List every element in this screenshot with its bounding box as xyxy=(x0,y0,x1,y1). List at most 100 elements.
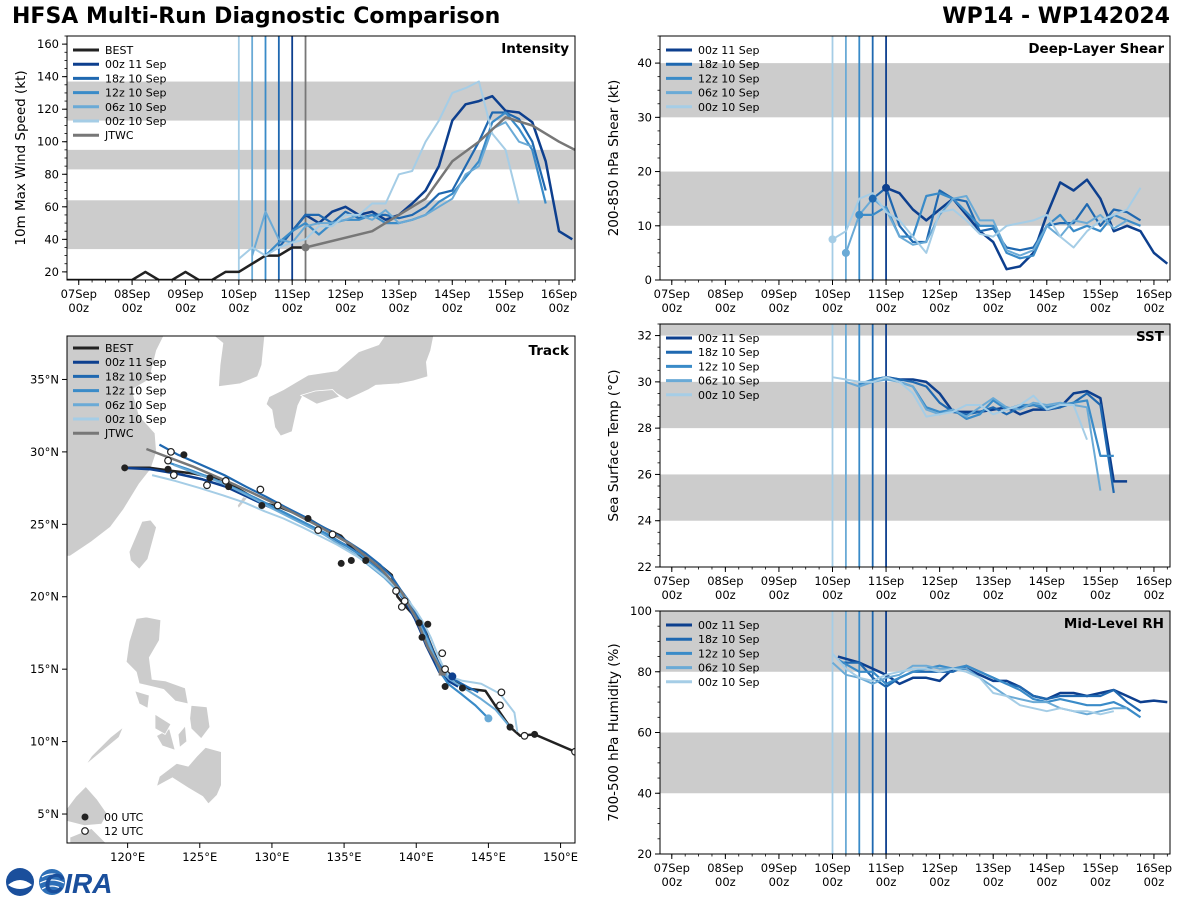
x-tick-label-hour: 00z xyxy=(1090,588,1111,602)
y-tick-label: 10°N xyxy=(30,735,59,749)
x-tick-label-day: 07Sep xyxy=(654,861,690,875)
y-axis-label: 10m Max Wind Speed (kt) xyxy=(13,70,29,245)
x-tick-label-hour: 00z xyxy=(335,301,356,315)
x-tick-label-day: 10Sep xyxy=(814,861,850,875)
track-point-00utc xyxy=(441,683,449,691)
x-tick-label-day: 08Sep xyxy=(707,287,743,301)
legend-marker-12utc xyxy=(81,827,89,835)
track-point-12utc xyxy=(397,602,406,611)
x-tick-label-hour: 00z xyxy=(549,301,570,315)
panel-title: Intensity xyxy=(501,41,569,57)
shaded-band xyxy=(660,324,1170,336)
init-marker xyxy=(882,183,891,192)
x-tick-label-hour: 00z xyxy=(1036,875,1057,889)
chart-rh: 2040608010007Sep00z08Sep00z09Sep00z10Sep… xyxy=(606,604,1172,889)
x-tick-label-hour: 00z xyxy=(929,301,950,315)
series-line-00z-10-sep xyxy=(832,376,1088,441)
legend-label: 18z 10 Sep xyxy=(105,370,167,383)
series-line-18z-10-sep xyxy=(277,111,547,249)
y-tick-label: 80 xyxy=(637,665,652,679)
track-point-00z-start xyxy=(448,672,457,681)
x-tick-label: 145°E xyxy=(471,850,506,864)
series-line-12z-10-sep xyxy=(837,658,1142,719)
track-point-00utc xyxy=(206,474,214,482)
land-mass xyxy=(69,828,107,843)
x-tick-label-hour: 00z xyxy=(661,588,682,602)
x-tick-label-hour: 00z xyxy=(929,875,950,889)
x-tick-label-hour: 00z xyxy=(495,301,516,315)
track-line-12z-10-sep xyxy=(166,460,490,720)
x-tick-label-hour: 00z xyxy=(715,588,736,602)
jtwc-start-marker xyxy=(438,668,446,676)
x-tick-label-day: 07Sep xyxy=(654,574,690,588)
track-line-jtwc xyxy=(145,447,444,673)
x-tick-label-hour: 00z xyxy=(1090,301,1111,315)
x-tick-label-day: 16Sep xyxy=(1136,861,1172,875)
x-tick-label-hour: 00z xyxy=(769,588,790,602)
x-tick-label-day: 09Sep xyxy=(761,287,797,301)
x-tick-label-day: 11Sep xyxy=(868,861,904,875)
shaded-band xyxy=(660,611,1170,672)
track-point-12utc xyxy=(496,701,504,710)
legend-label: 12z 10 Sep xyxy=(698,72,760,85)
track-point-06z-start xyxy=(484,714,493,723)
x-tick-label-hour: 00z xyxy=(68,301,89,315)
x-tick-label-day: 11Sep xyxy=(868,287,904,301)
track-point-12utc xyxy=(203,481,211,490)
land-mass xyxy=(155,728,176,751)
track-point-00utc xyxy=(424,620,432,628)
storm-id: WP14 - WP142024 xyxy=(942,4,1170,29)
y-tick-label: 10 xyxy=(637,219,652,233)
series-line-jtwc xyxy=(305,116,575,249)
x-tick-label-hour: 00z xyxy=(715,301,736,315)
legend-label: 00 UTC xyxy=(104,811,144,824)
x-tick-label-day: 16Sep xyxy=(1136,287,1172,301)
panel-title: SST xyxy=(1136,329,1165,345)
legend-label: 12z 10 Sep xyxy=(698,360,760,373)
x-tick-label-hour: 00z xyxy=(715,875,736,889)
series-line-06z-10-sep xyxy=(845,378,1102,491)
legend-label: 06z 10 Sep xyxy=(698,375,760,388)
y-tick-label: 60 xyxy=(44,200,59,214)
x-tick-label-day: 15Sep xyxy=(1082,861,1118,875)
legend-label: 18z 10 Sep xyxy=(698,346,760,359)
x-tick-label: 140°E xyxy=(399,850,434,864)
panel-title: Mid-Level RH xyxy=(1064,616,1164,632)
x-tick-label-hour: 00z xyxy=(876,301,897,315)
y-tick-label: 20 xyxy=(637,165,652,179)
legend-label: JTWC xyxy=(104,427,134,440)
x-tick-label-hour: 00z xyxy=(822,588,843,602)
legend-label: 00z 11 Sep xyxy=(698,332,760,345)
init-marker xyxy=(868,194,877,203)
x-tick-label-day: 16Sep xyxy=(1136,574,1172,588)
x-tick-label-hour: 00z xyxy=(1036,588,1057,602)
x-tick-label-day: 10Sep xyxy=(814,574,850,588)
track-point-12utc xyxy=(314,526,323,535)
y-tick-label: 26 xyxy=(637,467,652,481)
land-mass xyxy=(154,713,172,735)
land-mass xyxy=(299,389,341,405)
x-tick-label-day: 08Sep xyxy=(114,287,150,301)
track-line-00z-10-sep xyxy=(151,474,519,732)
panel-title: Deep-Layer Shear xyxy=(1028,41,1164,57)
shaded-band xyxy=(660,171,1170,226)
init-marker xyxy=(828,235,837,244)
panel-title: Track xyxy=(529,343,570,359)
y-tick-label: 15°N xyxy=(30,662,59,676)
y-tick-label: 25°N xyxy=(30,517,59,531)
chart-shear: 01020304007Sep00z08Sep00z09Sep00z10Sep00… xyxy=(606,35,1172,315)
track-point-12utc xyxy=(441,665,450,674)
y-tick-label: 28 xyxy=(637,421,652,435)
y-tick-label: 22 xyxy=(637,560,652,574)
y-tick-label: 120 xyxy=(37,102,59,116)
legend-label: BEST xyxy=(105,342,133,355)
x-tick-label-day: 12Sep xyxy=(921,861,957,875)
y-tick-label: 140 xyxy=(37,70,59,84)
y-tick-label: 24 xyxy=(637,514,652,528)
x-tick-label: 150°E xyxy=(543,850,578,864)
track-point-00utc xyxy=(362,557,370,565)
axes-frame xyxy=(659,323,1171,568)
